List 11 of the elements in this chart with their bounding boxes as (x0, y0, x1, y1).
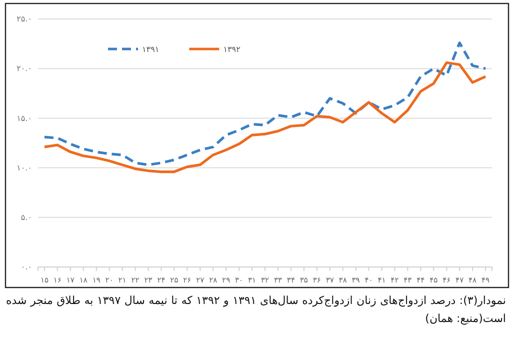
line-series (43, 42, 487, 166)
line-series (43, 61, 487, 174)
y-tick-label: ۱۵.۰ (16, 114, 32, 123)
y-tick-label: ۵.۰ (20, 212, 32, 222)
y-tick-label: ۲۵.۰ (16, 14, 32, 24)
y-tick-label: ۱۰.۰ (16, 163, 32, 172)
text: نمودار(۳): درصد ازدواج‌های زنان ازدواج‌کرده سال‌های ۱۳۹۱ و ۱۳۹۲ که تا نیمه سال ۱۳۹۷ به طلاق منجر شده است(منبع: همان) (6, 293, 506, 327)
y-tick-label: ۲۰.۰ (16, 64, 32, 74)
y-tick-label: ۰.۰ (20, 262, 32, 272)
legend-label: ۱۳۹۱ (142, 45, 160, 54)
legend-label: ۱۳۹۲ (223, 45, 240, 54)
